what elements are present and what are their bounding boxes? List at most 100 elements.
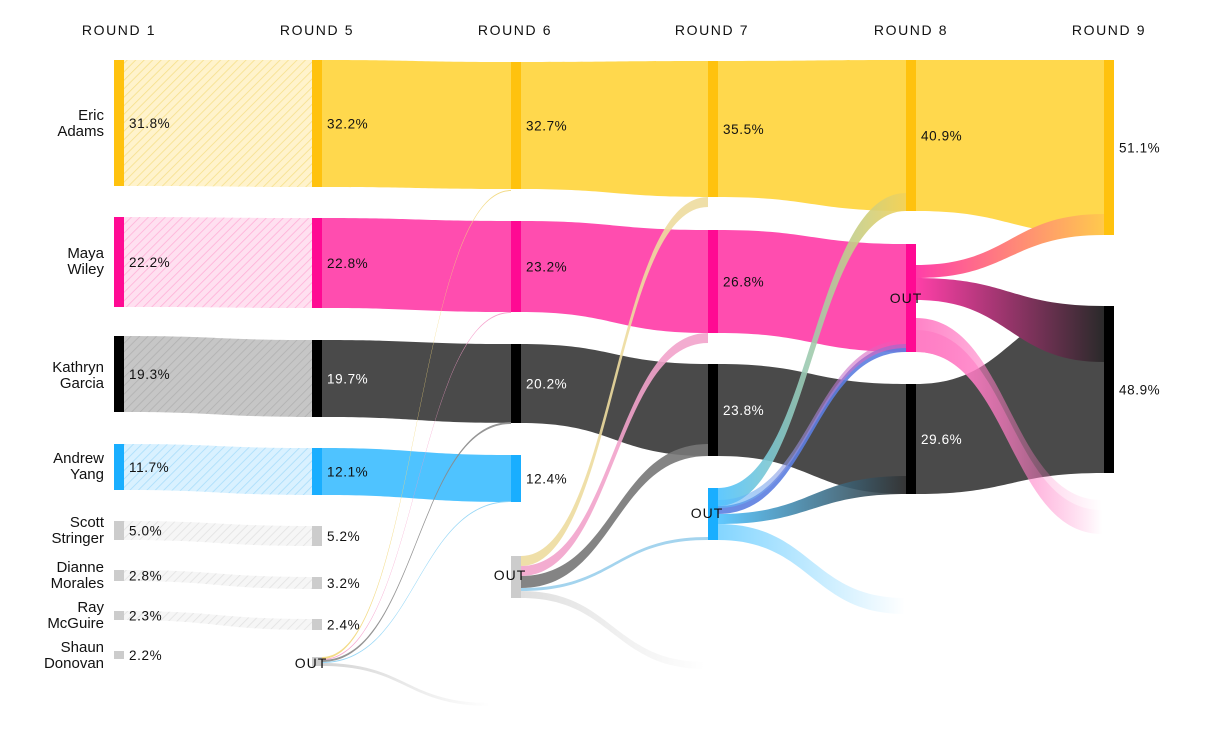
candidate-label-morales-last: Morales [51, 575, 104, 592]
round-label-3: ROUND 6 [478, 22, 552, 38]
value-label-yang-round-3: 12.4% [526, 472, 567, 487]
value-label-yang-round-2: 12.1% [327, 465, 368, 480]
transfer-to-adams-round-2-to-3 [322, 190, 511, 659]
out-label-round-5: OUT [890, 290, 923, 306]
node-out-round-3 [511, 556, 521, 598]
node-yang-round-3 [511, 455, 521, 502]
node-adams-round-1 [114, 60, 124, 186]
node-out-round-2 [312, 657, 322, 666]
value-label-garcia-round-6: 48.9% [1119, 383, 1160, 398]
node-wiley-round-3 [511, 221, 521, 312]
round-label-6: ROUND 9 [1072, 22, 1146, 38]
value-label-adams-round-3: 32.7% [526, 119, 567, 134]
node-layer [114, 60, 1114, 666]
flow-yang-round-2-to-3 [322, 448, 511, 502]
node-garcia-round-3 [511, 344, 521, 423]
node-stringer-round-1 [114, 521, 124, 540]
node-adams-round-2 [312, 60, 322, 187]
transfer-to-adams-round-3-to-4 [521, 197, 708, 566]
flow-yang-round-1-to-2 [124, 444, 312, 495]
candidate-label-yang-first: Andrew [53, 450, 104, 467]
candidate-label-garcia-first: Kathryn [52, 359, 104, 376]
flow-wiley-round-1-to-2 [124, 217, 312, 308]
transfer-to-garcia-round-4-to-5 [718, 476, 906, 524]
transfer-to-wiley-round-7-to-8-blend [718, 340, 906, 508]
value-label-stringer-round-2: 5.2% [327, 529, 360, 544]
value-label-garcia-round-5: 29.6% [921, 432, 962, 447]
node-garcia-round-4 [708, 364, 718, 456]
node-morales-round-1 [114, 570, 124, 581]
flow-garcia-round-1-to-2 [124, 336, 312, 417]
node-garcia-round-6 [1104, 306, 1114, 473]
candidate-label-wiley-first: Maya [67, 245, 104, 262]
flow-adams-round-2-to-3 [322, 60, 511, 189]
label-layer: ROUND 1 ROUND 5 ROUND 6 ROUND 7 ROUND 8 ROUND… [44, 22, 1160, 672]
value-label-adams-round-1: 31.8% [129, 116, 170, 131]
node-out-round-5 [906, 265, 916, 330]
candidate-label-donovan-last: Donovan [44, 655, 104, 672]
flow-garcia-round-3-to-4 [521, 344, 708, 456]
node-yang-round-2 [312, 448, 322, 495]
node-garcia-round-1 [114, 336, 124, 412]
candidate-label-stringer-first: Scott [70, 514, 105, 531]
out-label-round-2: OUT [295, 655, 328, 671]
node-stringer-round-2 [312, 526, 322, 546]
value-label-garcia-round-1: 19.3% [129, 367, 170, 382]
candidate-label-adams-last: Adams [57, 123, 104, 140]
value-label-mcguire-round-1: 2.3% [129, 609, 162, 624]
candidate-label-morales-first: Dianne [56, 559, 104, 576]
node-adams-round-5 [906, 60, 916, 211]
node-morales-round-2 [312, 577, 322, 589]
flow-adams-round-5-to-6 [916, 60, 1104, 235]
value-label-garcia-round-2: 19.7% [327, 372, 368, 387]
round-label-4: ROUND 7 [675, 22, 749, 38]
flow-stringer-round-1-to-2 [124, 521, 312, 546]
value-label-morales-round-2: 3.2% [327, 576, 360, 591]
node-mcguire-round-1 [114, 611, 124, 620]
flow-layer [124, 60, 1104, 706]
flow-garcia-round-2-to-3 [322, 340, 511, 423]
candidate-label-yang-last: Yang [70, 466, 104, 483]
value-label-adams-round-5: 40.9% [921, 129, 962, 144]
value-label-garcia-round-3: 20.2% [526, 377, 567, 392]
node-donovan-round-1 [114, 651, 124, 659]
transfer-to-wiley-round-3-to-4 [521, 333, 708, 576]
flow-wiley-round-2-to-3 [322, 218, 511, 312]
value-label-wiley-round-1: 22.2% [129, 255, 170, 270]
value-label-wiley-round-4: 26.8% [723, 275, 764, 290]
flow-adams-round-3-to-4 [521, 61, 708, 197]
node-adams-round-4 [708, 61, 718, 197]
value-label-adams-round-4: 35.5% [723, 122, 764, 137]
round-label-1: ROUND 1 [82, 22, 156, 38]
flow-wiley-round-4-to-5 [718, 230, 906, 352]
candidate-label-mcguire-first: Ray [77, 599, 104, 616]
flow-adams-round-1-to-2 [124, 60, 312, 187]
transfer-to-garcia-round-3-to-4 [521, 444, 708, 588]
exhausted-ballots-flow-3 [718, 524, 905, 614]
node-wiley-round-2 [312, 218, 322, 308]
node-garcia-round-5 [906, 384, 916, 494]
out-label-round-3: OUT [494, 567, 527, 583]
value-label-garcia-round-4: 23.8% [723, 403, 764, 418]
transfer-to-yang-round-2-to-3 [322, 501, 511, 663]
flow-wiley-round-3-to-4 [521, 221, 708, 333]
value-label-adams-round-6: 51.1% [1119, 141, 1160, 156]
value-label-stringer-round-1: 5.0% [129, 524, 162, 539]
flow-mcguire-round-1-to-2 [124, 611, 312, 630]
round-label-5: ROUND 8 [874, 22, 948, 38]
node-mcguire-round-2 [312, 619, 322, 630]
transfer-to-adams-round-8-to-9 [916, 214, 1104, 278]
candidate-label-wiley-last: Wiley [67, 261, 104, 278]
node-adams-round-6 [1104, 60, 1114, 235]
round-label-2: ROUND 5 [280, 22, 354, 38]
out-label-round-4: OUT [691, 505, 724, 521]
node-wiley-round-4 [708, 230, 718, 333]
exhausted-ballots-flow-wiley [916, 330, 1102, 534]
node-yang-round-1 [114, 444, 124, 490]
node-garcia-round-2 [312, 340, 322, 417]
transfer-to-garcia-round-8-to-9 [916, 278, 1104, 362]
value-label-donovan-round-1: 2.2% [129, 648, 162, 663]
value-label-morales-round-1: 2.8% [129, 569, 162, 584]
value-label-mcguire-round-2: 2.4% [327, 618, 360, 633]
